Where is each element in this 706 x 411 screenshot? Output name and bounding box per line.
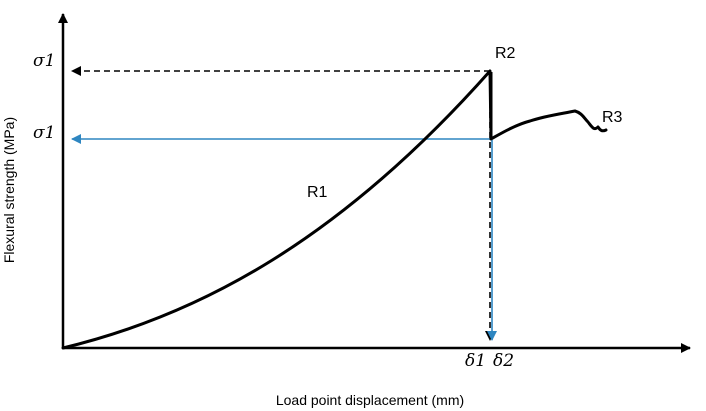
x-axis-label: Load point displacement (mm) (276, 392, 464, 408)
sigma-lower-label: σ1 (33, 123, 55, 143)
region-r3-label: R3 (602, 109, 623, 126)
y-axis-label: Flexural strength (MPa) (1, 117, 17, 263)
delta-1-label: δ1 (465, 351, 486, 371)
sigma-upper-label: σ1 (33, 51, 55, 71)
region-r2-label: R2 (495, 45, 516, 62)
delta-2-label: δ2 (493, 351, 514, 371)
stress-displacement-curve (61, 69, 608, 350)
region-r1-label: R1 (307, 184, 328, 201)
